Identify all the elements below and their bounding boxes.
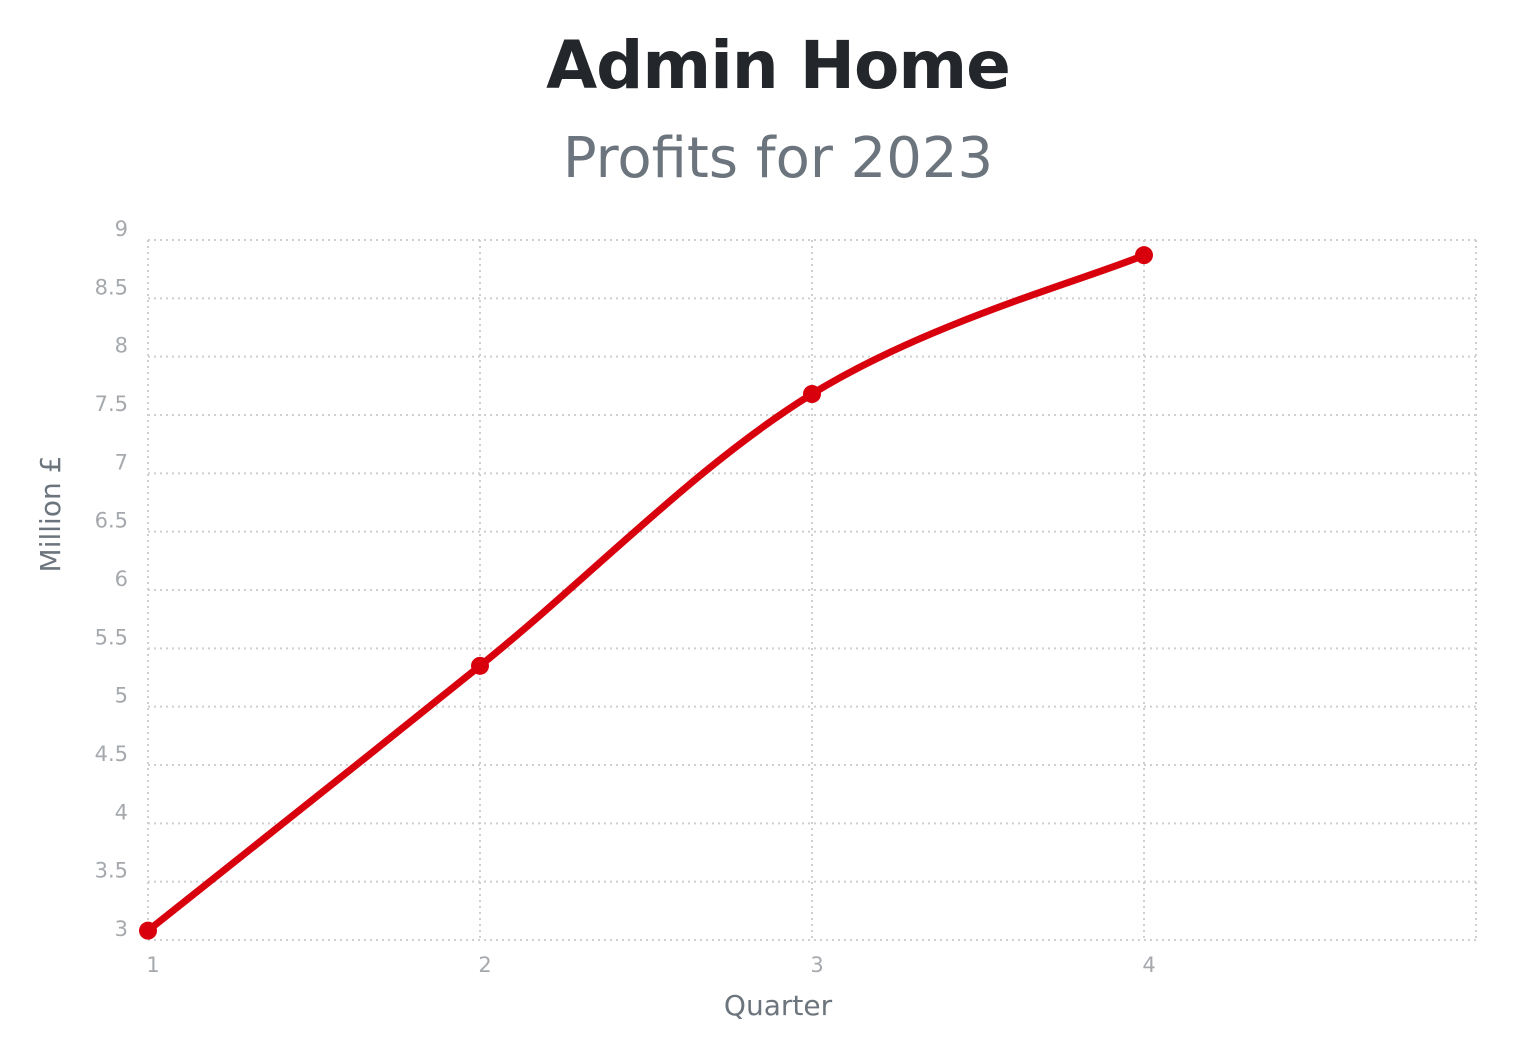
data-point[interactable]: [139, 921, 157, 940]
x-tick-label: 2: [478, 953, 491, 977]
y-tick-label: 3: [115, 917, 128, 941]
y-tick-label: 8.5: [95, 275, 128, 299]
y-axis-title: Million £: [34, 456, 67, 573]
x-tick-label: 1: [146, 953, 159, 977]
y-tick-label: 4.5: [95, 742, 128, 766]
y-tick-label: 3.5: [95, 859, 128, 883]
x-axis-title: Quarter: [724, 989, 833, 1022]
y-tick-label: 4: [115, 800, 128, 824]
chart-series: [139, 246, 1153, 940]
data-point[interactable]: [803, 385, 821, 403]
y-tick-label: 7.5: [95, 392, 128, 416]
y-tick-label: 7: [115, 450, 128, 474]
chart-tick-labels: 3 3.5 4 4.5 5 5.5 6 6.5 7 7.5 8 8.5 9 1 2 3 4: [95, 217, 1156, 977]
page-title: Admin Home: [546, 27, 1011, 104]
y-tick-label: 5: [115, 684, 128, 708]
x-tick-label: 4: [1142, 953, 1155, 977]
y-tick-label: 5.5: [95, 625, 128, 649]
x-tick-label: 3: [810, 953, 823, 977]
series-line: [144, 251, 1148, 935]
chart-grid: [147, 239, 1477, 941]
data-point[interactable]: [1135, 246, 1153, 265]
y-tick-label: 6.5: [95, 509, 128, 533]
y-tick-label: 8: [115, 334, 128, 358]
data-point[interactable]: [471, 656, 489, 675]
y-tick-label: 6: [115, 567, 128, 591]
y-tick-label: 9: [115, 217, 128, 241]
page-subtitle: Profits for 2023: [562, 126, 994, 191]
